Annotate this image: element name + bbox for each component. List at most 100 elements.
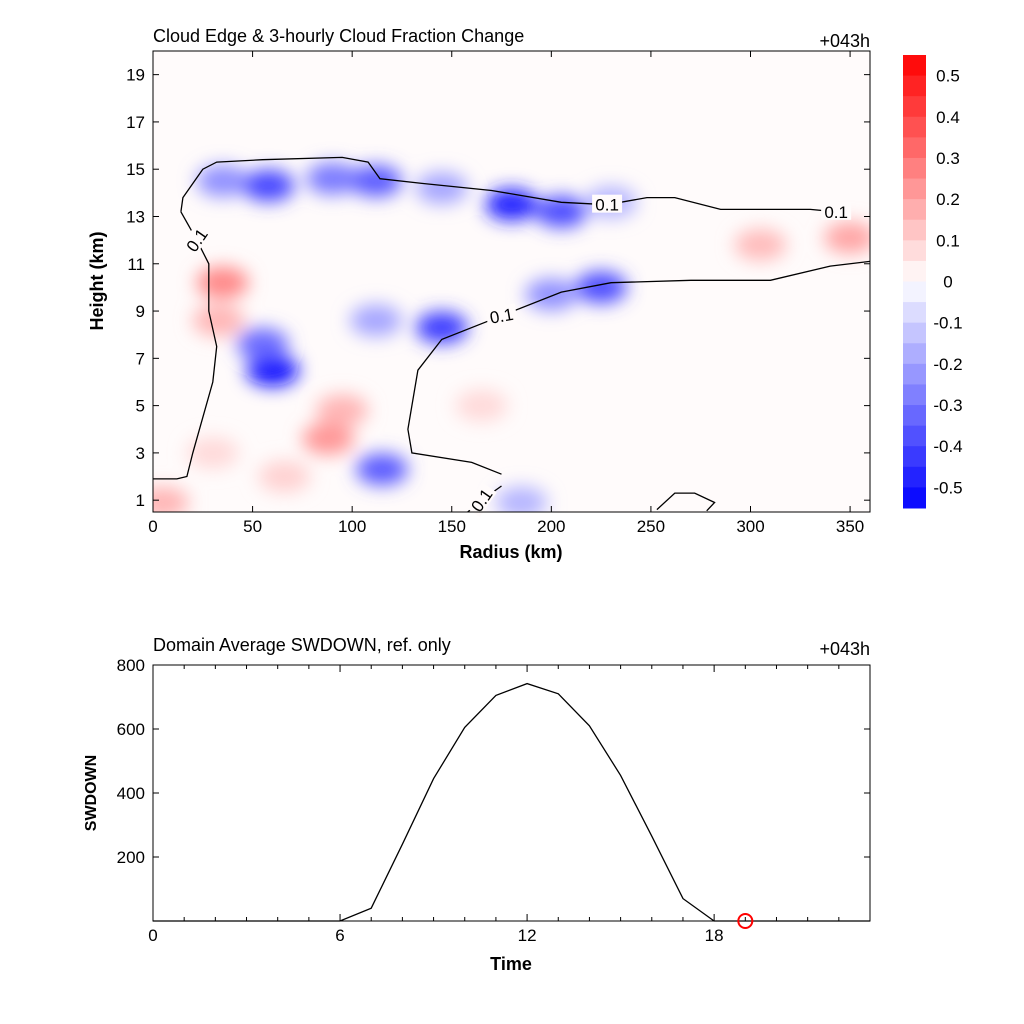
x-tick-label-2: 12 [518,926,537,945]
x-tick-label-2: 0 [148,926,157,945]
colorbar-segment [903,96,926,118]
colorbar-tick-label: 0.5 [936,67,960,86]
y-tick-label: 9 [136,302,145,321]
y-tick-label: 1 [136,491,145,510]
y-tick-label: 5 [136,397,145,416]
colorbar-segment [903,446,926,468]
colorbar-tick-label: -0.2 [933,355,962,374]
colorbar-tick-label: -0.4 [933,437,962,456]
anomaly-blob-23 [824,221,870,254]
anomaly-blob-5 [350,165,403,198]
colorbar-segment [903,363,926,385]
x-tick-label: 0 [148,517,157,536]
colorbar-segment [903,75,926,97]
x-tick-label-2: 6 [335,926,344,945]
x-tick-label: 100 [338,517,366,536]
anomaly-blob-15 [495,486,548,512]
time-label: +043h [819,31,870,51]
anomaly-blob-25 [455,389,508,422]
series-line-swdown [153,682,870,922]
contour-line-1 [153,211,218,480]
x-tick-label: 200 [537,517,565,536]
swdown-chart: 0 6 12 18 200 400 600 800 Domain Average SWDOW… [83,635,871,974]
plot-frame [152,50,871,513]
colorbar-tick-label: -0.5 [933,478,962,497]
anomaly-blob-18 [302,422,355,455]
anomaly-blob-11 [350,304,403,337]
contour-label-0: 0.1 [595,196,619,215]
x-axis-label: Radius (km) [459,542,562,562]
y-tick-label-2: 400 [117,784,145,803]
contour-label-3: 0.1 [488,305,515,328]
plot-area-2 [152,664,871,922]
colorbar-segment [903,384,926,406]
anomaly-blob-8 [535,195,588,228]
anomaly-blob-2 [196,165,249,198]
anomaly-blob-24 [186,436,239,469]
anomaly-blob-0 [246,354,299,387]
y-tick-label: 13 [126,207,145,226]
x-tick-label: 250 [637,517,665,536]
anomaly-blob-4 [306,162,359,195]
x-tick-label: 350 [836,517,864,536]
colorbar-segment [903,425,926,447]
anomaly-blob-20 [153,486,189,512]
x-tick-label: 300 [736,517,764,536]
colorbar-tick-label: 0.2 [936,190,960,209]
y-tick-label: 7 [136,349,145,368]
y-tick-label-2: 200 [117,848,145,867]
current-time-marker [737,913,754,929]
y-tick-label: 17 [126,113,145,132]
time-label-2: +043h [819,639,870,659]
colorbar-segment [903,219,926,241]
anomaly-blob-22 [734,228,787,261]
anomaly-blob-3 [242,169,295,202]
x-tick-label-2: 18 [705,926,724,945]
chart-title: Cloud Edge & 3-hourly Cloud Fraction Cha… [153,26,524,46]
anomaly-blob-17 [192,304,245,337]
colorbar-segment [903,157,926,180]
anomaly-blob-19 [316,394,369,427]
y-axis-label-2: SWDOWN [83,755,100,831]
cloud-fraction-chart: 0.1 0.10.10.10.1 0 50 100 150 200 250 300 350 13… [87,26,963,562]
contour-line-0 [180,156,837,213]
colorbar-segment [903,240,926,262]
y-axis-label: Height (km) [87,231,107,330]
chart-title-2: Domain Average SWDOWN, ref. only [153,635,451,655]
colorbar-tick-label: -0.1 [933,314,962,333]
colorbar: 0.5 0.4 0.3 0.2 0.1 0 -0.1 -0.2 -0.3 -0.4 -0.5 [903,55,963,509]
x-tick-label: 50 [243,517,262,536]
colorbar-segment [903,302,926,324]
colorbar-tick-label: 0.1 [936,231,960,250]
colorbar-tick-label: -0.3 [933,396,962,415]
colorbar-segment [903,178,926,200]
y-tick-label: 15 [126,160,145,179]
y-tick-label-2: 800 [117,656,145,675]
anomaly-blob-6 [415,172,468,205]
y-tick-label-2: 600 [117,720,145,739]
contour-label-1: 0.1 [824,203,848,222]
colorbar-segment [903,199,926,221]
colorbar-segment [903,116,926,138]
plot-area [153,51,870,512]
colorbar-tick-label: 0 [943,273,952,292]
anomaly-blob-21 [258,460,311,493]
colorbar-segment [903,405,926,427]
anomaly-blob-1 [236,328,289,361]
y-tick-label: 11 [127,255,145,274]
colorbar-segment [903,466,926,488]
contour-line-4 [656,492,716,512]
y-tick-label: 19 [126,66,145,85]
colorbar-segment [903,322,926,344]
colorbar-segment [903,55,926,77]
anomaly-blob-13 [525,278,578,311]
y-tick-label: 3 [136,444,145,463]
colorbar-segment [903,487,926,509]
colorbar-segment [903,137,926,159]
colorbar-segment [903,343,926,365]
anomaly-blob-10 [415,311,468,344]
colorbar-tick-label: 0.4 [936,108,960,127]
colorbar-segment [903,281,926,303]
x-axis-label-2: Time [490,954,532,974]
x-tick-label: 150 [438,517,466,536]
